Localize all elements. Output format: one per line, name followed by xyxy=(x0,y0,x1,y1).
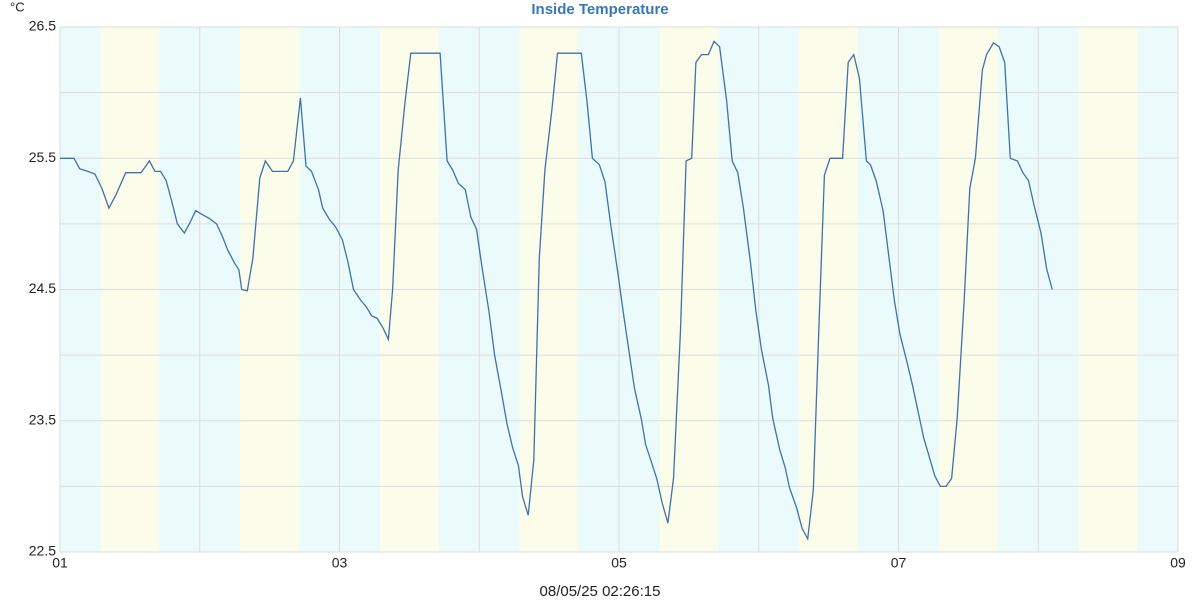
y-tick-label: 23.5 xyxy=(29,411,56,427)
x-tick-label: 03 xyxy=(332,555,348,571)
temperature-line xyxy=(60,40,1053,542)
x-tick-label: 05 xyxy=(611,555,627,571)
x-tick-label: 07 xyxy=(891,555,907,571)
y-tick-label: 26.5 xyxy=(29,18,56,34)
y-tick-label: 25.5 xyxy=(29,149,56,165)
x-tick-label: 09 xyxy=(1170,555,1186,571)
x-tick-label: 01 xyxy=(52,555,68,571)
grid xyxy=(59,26,1179,553)
plot: 22.5 23.5 24.5 25.5 26.5 01 03 05 07 09 xyxy=(29,18,1186,571)
y-tick-label: 22.5 xyxy=(29,543,56,559)
timestamp: 08/05/25 02:26:15 xyxy=(540,583,661,600)
y-tick-label: 24.5 xyxy=(29,280,56,296)
y-unit: °C xyxy=(10,0,25,14)
chart-title: Inside Temperature xyxy=(531,1,668,18)
